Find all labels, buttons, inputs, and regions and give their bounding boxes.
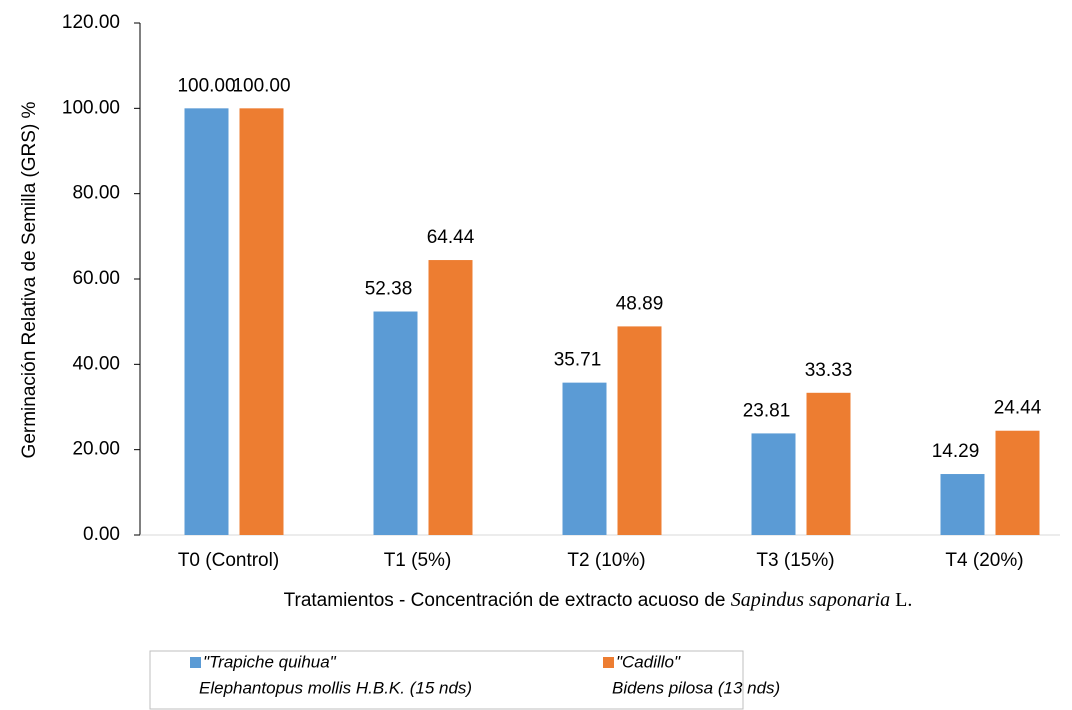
value-label: 48.89 [616,293,664,314]
legend-label: Elephantopus mollis H.B.K. (15 nds) [199,678,472,697]
value-label: 23.81 [743,400,791,421]
x-axis-label: Tratamientos - Concentración de extracto… [284,589,913,611]
bar [428,260,473,535]
bar [239,108,284,535]
value-label: 24.44 [994,398,1042,419]
value-label: 33.33 [805,360,853,381]
y-tick-label: 20.00 [72,439,120,460]
x-axis-label-part: L. [890,589,912,611]
y-tick-label: 100.00 [62,97,120,118]
value-label: 35.71 [554,350,602,371]
y-tick-label: 120.00 [62,12,120,33]
value-label: 52.38 [365,279,413,300]
legend-label: Bidens pilosa (13 nds) [612,678,780,697]
legend-label: "Cadillo" [616,652,681,671]
legend-label: "Trapiche quihua" [203,652,337,671]
bar [562,382,607,535]
legend-box [149,650,744,710]
value-label: 64.44 [427,227,475,248]
bar [751,433,796,535]
bar [995,430,1040,535]
y-axis-label: Germinación Relativa de Semilla (GRS) % [19,101,40,458]
x-tick-label: T1 (5%) [384,550,452,571]
bar [184,108,229,535]
value-label: 14.29 [932,441,980,462]
x-axis-label-part: Sapindus saponaria [731,589,890,611]
y-tick-label: 0.00 [83,524,120,545]
legend-swatch [603,657,614,668]
x-tick-label: T0 (Control) [178,550,279,571]
x-tick-label: T4 (20%) [945,550,1023,571]
bar [806,392,851,535]
x-tick-label: T3 (15%) [756,550,834,571]
bar [940,474,985,535]
value-label: 100.00 [232,75,290,96]
bar [373,311,418,535]
x-axis-label-part: Tratamientos - Concentración de extracto… [284,590,731,611]
y-tick-label: 80.00 [72,183,120,204]
bar [617,326,662,535]
x-tick-label: T2 (10%) [567,550,645,571]
legend-swatch [190,657,201,668]
y-tick-label: 40.00 [72,353,120,374]
value-label: 100.00 [177,75,235,96]
y-tick-label: 60.00 [72,268,120,289]
